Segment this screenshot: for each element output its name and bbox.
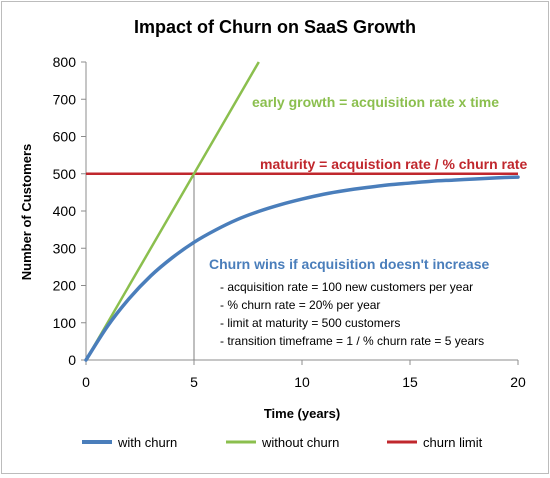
assumption-note: - acquisition rate = 100 new customers p…	[220, 280, 473, 294]
chart-title: Impact of Churn on SaaS Growth	[134, 17, 416, 37]
x-tick-label: 15	[402, 374, 418, 390]
assumption-note: - limit at maturity = 500 customers	[220, 316, 400, 330]
plot-area	[84, 61, 520, 362]
assumption-note: - transition timeframe = 1 / % churn rat…	[220, 334, 484, 348]
y-tick-label: 0	[68, 352, 76, 368]
y-tick-label: 600	[53, 129, 77, 145]
legend-item: churn limit	[387, 435, 483, 450]
annotations: early growth = acquisition rate x time ma…	[209, 94, 527, 348]
y-tick-label: 400	[53, 203, 77, 219]
legend: with churn without churn churn limit	[82, 435, 483, 450]
x-tick-label: 0	[82, 374, 90, 390]
y-axis-title: Number of Customers	[19, 144, 34, 281]
maturity-annotation: maturity = acquistion rate / % churn rat…	[260, 156, 527, 172]
churn-chart: Impact of Churn on SaaS Growth 010020030…	[19, 17, 527, 450]
early-growth-annotation: early growth = acquisition rate x time	[252, 94, 499, 110]
y-tick-label: 100	[53, 315, 77, 331]
legend-label: with churn	[117, 435, 177, 450]
y-tick-label: 500	[53, 166, 77, 182]
x-tick-label: 20	[510, 374, 526, 390]
without-churn-line	[86, 61, 260, 360]
legend-item: with churn	[82, 435, 177, 450]
with-churn-line	[84, 175, 520, 362]
x-tick-label: 10	[294, 374, 310, 390]
x-axis-title: Time (years)	[264, 406, 340, 421]
y-tick-label: 200	[53, 278, 77, 294]
x-tick-labels: 0 5 10 15 20	[82, 360, 526, 390]
y-tick-labels: 0 100 200 300 400 500 600 700 800	[53, 54, 86, 368]
legend-label: without churn	[261, 435, 339, 450]
churn-wins-annotation: Churn wins if acquisition doesn't increa…	[209, 256, 489, 272]
y-tick-label: 300	[53, 240, 77, 256]
legend-item: without churn	[226, 435, 339, 450]
assumption-note: - % churn rate = 20% per year	[220, 298, 380, 312]
x-tick-label: 5	[190, 374, 198, 390]
legend-label: churn limit	[423, 435, 483, 450]
y-tick-label: 700	[53, 91, 77, 107]
y-tick-label: 800	[53, 54, 77, 70]
